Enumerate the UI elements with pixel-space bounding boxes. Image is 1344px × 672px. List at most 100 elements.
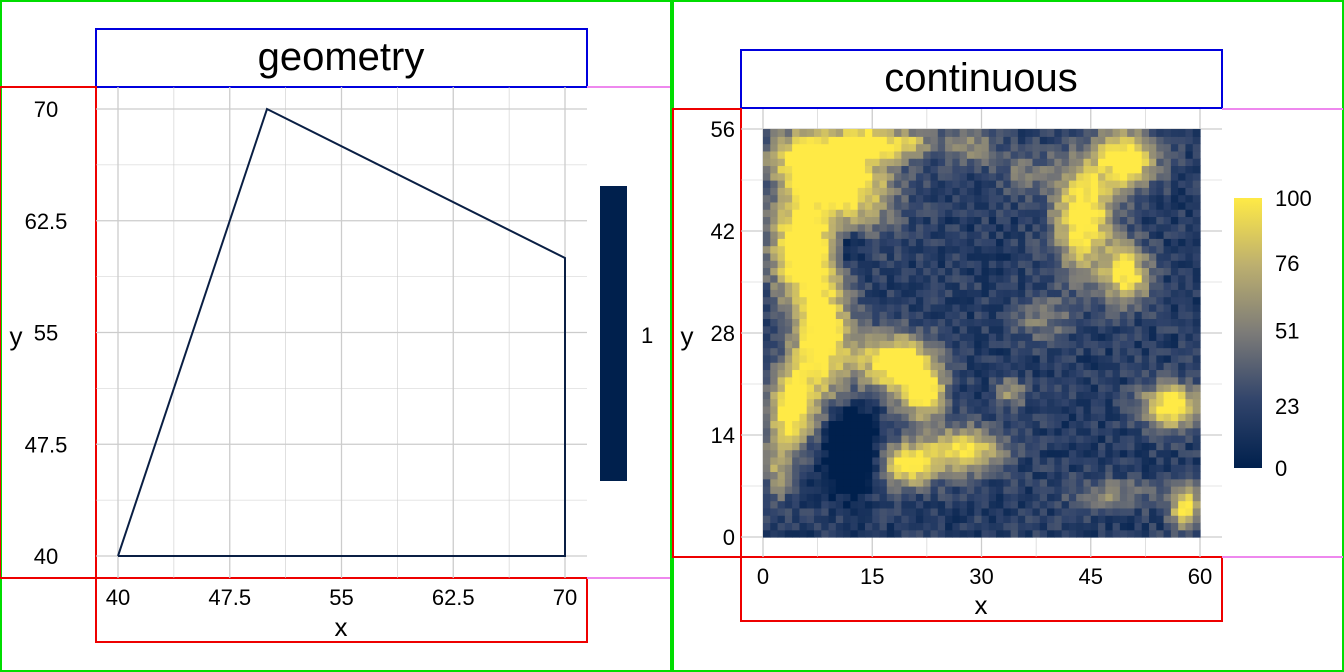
raster-cell bbox=[806, 529, 815, 538]
raster-cell bbox=[864, 296, 873, 305]
raster-cell bbox=[1163, 245, 1172, 254]
raster-cell bbox=[894, 486, 902, 494]
raster-cell bbox=[1039, 231, 1048, 239]
raster-cell bbox=[806, 347, 815, 356]
raster-cell bbox=[901, 384, 910, 392]
raster-cell bbox=[777, 442, 786, 451]
raster-cell bbox=[1068, 260, 1077, 269]
raster-cell bbox=[857, 427, 866, 436]
raster-cell bbox=[799, 158, 808, 167]
raster-cell bbox=[1185, 478, 1194, 487]
raster-cell bbox=[843, 471, 851, 480]
raster-cell bbox=[1090, 493, 1099, 502]
raster-cell bbox=[1156, 500, 1165, 509]
raster-cell bbox=[988, 165, 997, 174]
raster-cell bbox=[923, 216, 932, 225]
raster-cell bbox=[763, 180, 771, 188]
raster-cell bbox=[886, 391, 895, 400]
raster-cell bbox=[945, 282, 953, 290]
raster-cell bbox=[1025, 165, 1034, 174]
raster-cell bbox=[821, 362, 830, 371]
raster-cell bbox=[1061, 194, 1070, 203]
raster-cell bbox=[1098, 282, 1106, 290]
raster-cell bbox=[784, 216, 793, 225]
raster-cell bbox=[930, 347, 939, 356]
raster-cell bbox=[901, 398, 910, 407]
raster-cell bbox=[937, 420, 946, 429]
raster-cell bbox=[1149, 347, 1157, 356]
raster-cell bbox=[1047, 464, 1055, 473]
raster-cell bbox=[1127, 223, 1136, 232]
raster-cell bbox=[1090, 296, 1099, 305]
raster-cell bbox=[1127, 296, 1136, 305]
raster-cell bbox=[784, 413, 793, 422]
raster-cell bbox=[901, 150, 910, 159]
raster-cell bbox=[813, 165, 822, 174]
raster-cell bbox=[1017, 464, 1026, 473]
raster-cell bbox=[945, 311, 953, 320]
raster-cell bbox=[821, 507, 830, 516]
raster-cell bbox=[1119, 136, 1128, 145]
raster-cell bbox=[792, 340, 801, 349]
raster-cell bbox=[850, 420, 859, 429]
raster-cell bbox=[974, 303, 983, 312]
raster-cell bbox=[1192, 449, 1201, 458]
raster-cell bbox=[1061, 325, 1070, 334]
raster-cell bbox=[828, 456, 837, 465]
raster-cell bbox=[908, 252, 917, 261]
raster-cell bbox=[1134, 231, 1143, 239]
raster-cell bbox=[777, 165, 786, 174]
raster-cell bbox=[1090, 172, 1099, 181]
raster-cell bbox=[1134, 522, 1143, 531]
raster-cell bbox=[799, 529, 808, 538]
raster-cell bbox=[843, 333, 851, 341]
raster-cell bbox=[828, 172, 837, 181]
raster-cell bbox=[1105, 289, 1114, 298]
raster-cell bbox=[1054, 201, 1063, 210]
raster-cell bbox=[952, 398, 961, 407]
geometry-x-tick: 40 bbox=[106, 585, 130, 610]
raster-cell bbox=[1127, 471, 1136, 480]
raster-cell bbox=[974, 238, 983, 247]
raster-cell bbox=[1119, 289, 1128, 298]
raster-cell bbox=[1141, 362, 1150, 371]
raster-cell bbox=[1010, 136, 1019, 145]
raster-cell bbox=[1047, 296, 1055, 305]
raster-cell bbox=[843, 194, 851, 203]
raster-cell bbox=[937, 471, 946, 480]
raster-cell bbox=[1185, 376, 1194, 385]
raster-cell bbox=[1054, 529, 1063, 538]
raster-cell bbox=[850, 303, 859, 312]
raster-cell bbox=[799, 493, 808, 502]
raster-cell bbox=[843, 209, 851, 218]
raster-cell bbox=[1068, 376, 1077, 385]
raster-cell bbox=[945, 150, 953, 159]
raster-cell bbox=[923, 223, 932, 232]
raster-cell bbox=[988, 150, 997, 159]
raster-cell bbox=[1076, 129, 1085, 137]
raster-cell bbox=[864, 150, 873, 159]
raster-cell bbox=[1134, 413, 1143, 422]
raster-cell bbox=[915, 274, 924, 283]
raster-cell bbox=[835, 493, 844, 502]
raster-cell bbox=[843, 172, 851, 181]
raster-cell bbox=[1003, 223, 1012, 232]
raster-cell bbox=[996, 143, 1004, 152]
raster-cell bbox=[1112, 289, 1121, 298]
raster-cell bbox=[777, 267, 786, 276]
raster-cell bbox=[1090, 376, 1099, 385]
raster-cell bbox=[1141, 347, 1150, 356]
raster-cell bbox=[1112, 420, 1121, 429]
raster-cell bbox=[1076, 405, 1085, 414]
raster-cell bbox=[915, 384, 924, 392]
raster-cell bbox=[1098, 223, 1106, 232]
raster-cell bbox=[886, 486, 895, 494]
raster-cell bbox=[1170, 223, 1179, 232]
raster-cell bbox=[974, 405, 983, 414]
raster-cell bbox=[843, 187, 851, 196]
raster-cell bbox=[1163, 216, 1172, 225]
raster-cell bbox=[835, 471, 844, 480]
raster-cell bbox=[1025, 413, 1034, 422]
raster-cell bbox=[1054, 311, 1063, 320]
raster-cell bbox=[857, 515, 866, 524]
